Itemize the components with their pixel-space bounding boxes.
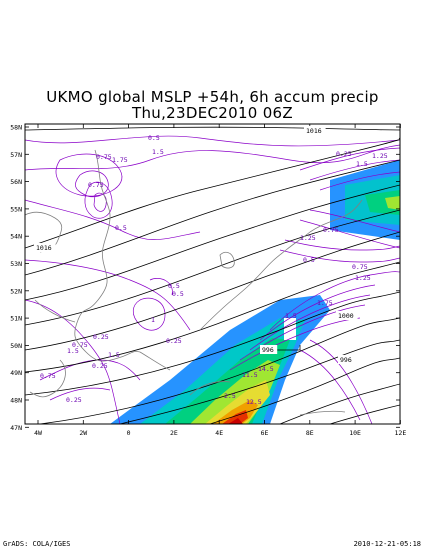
precip-label: 1.25	[300, 234, 316, 242]
isobar-label-bg	[34, 243, 56, 252]
latitude-axis: 58N 57N 56N 55N 54N 53N 52N 51N 50N 49N 48N 47N	[10, 124, 400, 432]
precip-label: 2.5	[224, 392, 236, 400]
precip-label: 1	[151, 316, 155, 324]
precip-label: 1.5	[108, 351, 120, 359]
lat-label: 49N	[10, 369, 22, 377]
precip-label: 12.5	[246, 398, 262, 406]
precip-label: 1.5	[356, 160, 368, 168]
lat-label: 56N	[10, 178, 22, 186]
lon-label: 6E	[261, 429, 269, 437]
isobar-label: 996	[262, 346, 274, 354]
lat-label: 58N	[10, 124, 22, 132]
precip-label: 1.5	[152, 148, 164, 156]
map-title-line1: UKMO global MSLP +54h, 6h accum precip	[46, 88, 379, 106]
lat-label: 51N	[10, 315, 22, 323]
lon-label: 4W	[34, 429, 42, 437]
isobar-label: 1016	[306, 127, 322, 135]
lat-label: 47N	[10, 424, 22, 432]
isobar-label-bg	[336, 311, 358, 320]
map-frame	[24, 123, 401, 425]
precip-label: 1.75	[317, 299, 333, 307]
isobar-label: 996	[340, 356, 352, 364]
lat-label: 52N	[10, 287, 22, 295]
precip-label: 0.5	[303, 256, 315, 264]
precip-label: 1.5	[285, 312, 297, 320]
precip-label: 11.5	[242, 371, 258, 379]
longitude-axis: 4W 2W 0 2E 4E 6E 8E 10E 12E	[34, 124, 406, 437]
lat-label: 50N	[10, 342, 22, 350]
precip-label: 0.75	[72, 341, 88, 349]
map-title-line2: Thu,23DEC2010 06Z	[132, 104, 293, 122]
isobar-label-bg	[260, 345, 278, 354]
lon-label: 8E	[306, 429, 314, 437]
precip-label: 0.25	[336, 150, 352, 158]
isobars	[25, 126, 400, 424]
lon-label: 0	[127, 429, 131, 437]
lon-label: 4E	[215, 429, 223, 437]
footer-credit: GrADS: COLA/IGES	[3, 540, 71, 548]
precip-labels: 0.50.50.50.50.50.750.750.750.750.750.750…	[40, 134, 388, 406]
precip-shading	[110, 160, 400, 424]
precip-label: 0.75	[352, 263, 368, 271]
isobar-labels: 1016 1016 1000 996 996	[34, 126, 358, 364]
lat-label: 48N	[10, 397, 22, 405]
precip-label: 1.75	[112, 156, 128, 164]
precip-label: 0.25	[93, 333, 109, 341]
isobar-label-bg	[304, 126, 326, 135]
precip-label: 0.25	[166, 337, 182, 345]
precip-label: 0.75	[323, 226, 339, 234]
lat-label: 55N	[10, 205, 22, 213]
precip-label: 0.75	[88, 181, 104, 189]
lon-label: 12E	[395, 429, 407, 437]
precip-label: 0.5	[168, 282, 180, 290]
isobar-label: 1016	[36, 244, 52, 252]
precip-label: 1.25	[355, 274, 371, 282]
precip-label: 1.5	[67, 347, 79, 355]
precip-label: 0.5	[115, 224, 127, 232]
precip-label: 0.25	[92, 362, 108, 370]
lon-label: 10E	[349, 429, 361, 437]
precip-label: 0.75	[40, 372, 56, 380]
precip-label: 1.25	[372, 152, 388, 160]
precip-label: 0.25	[66, 396, 82, 404]
precip-label: 0.5	[172, 290, 184, 298]
precip-label: 14.5	[258, 365, 274, 373]
isobar-label: 1000	[338, 312, 354, 320]
isobar-label-bg	[338, 355, 356, 364]
lat-label: 57N	[10, 151, 22, 159]
precip-label: 0.5	[148, 134, 160, 142]
lon-label: 2E	[170, 429, 178, 437]
lat-label: 53N	[10, 260, 22, 268]
footer-timestamp: 2010-12-21-05:18	[353, 540, 421, 548]
map-content	[25, 126, 400, 424]
lat-label: 54N	[10, 233, 22, 241]
precip-label: 0.75	[96, 153, 112, 161]
precip-contours	[25, 135, 400, 424]
lon-label: 2W	[79, 429, 87, 437]
